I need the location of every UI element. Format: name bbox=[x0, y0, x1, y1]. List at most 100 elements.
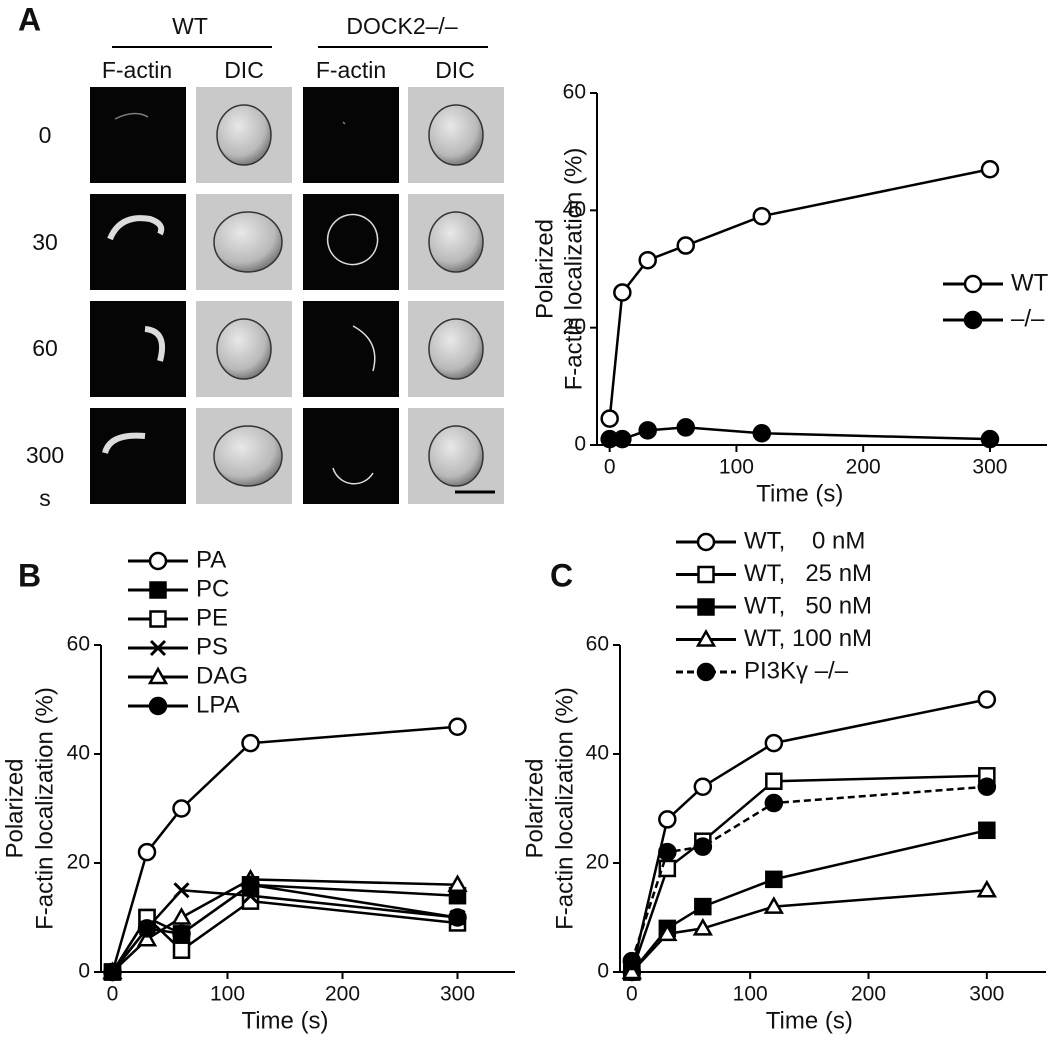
x-tick-label: 300 bbox=[440, 983, 475, 1006]
legend-label: WT, 100 nM bbox=[744, 625, 872, 652]
cell bbox=[428, 104, 484, 166]
data-point bbox=[137, 919, 157, 938]
y-axis-title: Polarized bbox=[1, 758, 28, 858]
y-axis-title: Polarized bbox=[521, 758, 548, 858]
data-point bbox=[676, 418, 695, 437]
data-point bbox=[765, 772, 783, 790]
y-tick-label: 60 bbox=[586, 633, 609, 656]
actin-signal bbox=[102, 432, 146, 455]
fluorescence-image bbox=[90, 301, 186, 397]
data-point bbox=[137, 842, 157, 862]
x-tick-label: 0 bbox=[626, 983, 638, 1006]
legend-label: WT bbox=[1011, 269, 1049, 296]
actin-signal bbox=[114, 112, 149, 120]
y-tick-label: 0 bbox=[597, 960, 609, 983]
legend-marker bbox=[149, 639, 167, 657]
series-line bbox=[630, 785, 987, 962]
data-point bbox=[693, 837, 713, 856]
data-point bbox=[977, 777, 997, 796]
y-axis-title: F-actin localization (%) bbox=[560, 148, 587, 391]
data-point bbox=[171, 906, 192, 925]
data-point bbox=[447, 874, 468, 893]
legend-marker bbox=[147, 666, 169, 685]
legend-label: DAG bbox=[196, 662, 248, 689]
data-point bbox=[658, 859, 677, 878]
data-point bbox=[103, 962, 122, 982]
y-tick-label: 40 bbox=[67, 742, 90, 765]
data-point bbox=[172, 941, 191, 959]
series-line bbox=[609, 426, 990, 441]
series-line bbox=[608, 168, 991, 419]
y-tick-label: 0 bbox=[574, 433, 586, 456]
series-line bbox=[630, 829, 988, 973]
panel-label: A bbox=[18, 1, 41, 37]
y-axis-title: Polarized bbox=[531, 219, 558, 319]
actin-signal bbox=[342, 121, 346, 125]
cell bbox=[428, 211, 484, 273]
cell bbox=[428, 425, 484, 487]
data-point bbox=[638, 421, 657, 440]
y-tick-label: 20 bbox=[563, 315, 586, 338]
cell bbox=[213, 211, 283, 273]
row-label: 0 bbox=[39, 122, 52, 148]
data-point bbox=[978, 821, 996, 840]
actin-signal bbox=[352, 325, 376, 372]
data-point bbox=[622, 951, 642, 971]
actin-signal bbox=[107, 215, 165, 241]
x-axis-title: Time (s) bbox=[756, 480, 843, 507]
legend-label: PI3Kγ –/– bbox=[744, 657, 849, 684]
x-tick-label: 200 bbox=[851, 983, 886, 1006]
series-line bbox=[630, 774, 987, 973]
data-point bbox=[173, 882, 190, 899]
legend-marker bbox=[696, 532, 716, 552]
data-point bbox=[692, 917, 713, 936]
data-point bbox=[693, 777, 713, 796]
fluorescence-image bbox=[90, 408, 186, 504]
legend-label: LPA bbox=[196, 691, 240, 718]
fluorescence-image bbox=[303, 194, 399, 290]
y-tick-label: 20 bbox=[67, 851, 90, 874]
data-point bbox=[241, 733, 260, 753]
data-point bbox=[976, 879, 997, 898]
data-point bbox=[765, 870, 783, 889]
x-axis-title: Time (s) bbox=[766, 1007, 853, 1034]
cell bbox=[213, 425, 283, 487]
legend-label: PC bbox=[196, 575, 229, 602]
data-point bbox=[658, 842, 677, 862]
data-point bbox=[172, 924, 191, 944]
y-tick-label: 0 bbox=[78, 960, 90, 983]
data-point bbox=[763, 896, 784, 914]
data-point bbox=[752, 206, 772, 226]
legend-label: PE bbox=[196, 604, 228, 631]
data-point bbox=[172, 799, 191, 818]
x-tick-label: 100 bbox=[733, 983, 768, 1006]
cell bbox=[216, 318, 272, 380]
x-tick-label: 200 bbox=[846, 456, 881, 479]
fluorescence-image bbox=[303, 301, 399, 397]
column-label: DIC bbox=[435, 57, 475, 83]
legend-marker bbox=[697, 598, 715, 616]
legend-marker bbox=[697, 565, 715, 584]
row-label: 300 bbox=[26, 442, 64, 468]
y-axis-title: F-actin localization (%) bbox=[31, 687, 58, 930]
data-point bbox=[676, 236, 695, 255]
legend-marker bbox=[963, 310, 983, 330]
data-point bbox=[448, 717, 467, 736]
data-point bbox=[638, 250, 657, 270]
data-point bbox=[764, 733, 784, 753]
data-point bbox=[657, 923, 678, 942]
data-point bbox=[694, 897, 712, 916]
legend-label: WT, 25 nM bbox=[744, 560, 872, 587]
data-point bbox=[980, 429, 1000, 449]
panel-label: B bbox=[18, 557, 41, 593]
y-tick-label: 20 bbox=[586, 851, 609, 874]
data-point bbox=[613, 283, 632, 302]
data-point bbox=[241, 875, 260, 895]
y-tick-label: 40 bbox=[586, 742, 609, 765]
row-label: 60 bbox=[32, 335, 58, 361]
fluorescence-image bbox=[90, 87, 186, 183]
legend-marker bbox=[148, 696, 168, 716]
column-label: F-actin bbox=[102, 57, 172, 83]
legend-marker bbox=[148, 551, 168, 571]
